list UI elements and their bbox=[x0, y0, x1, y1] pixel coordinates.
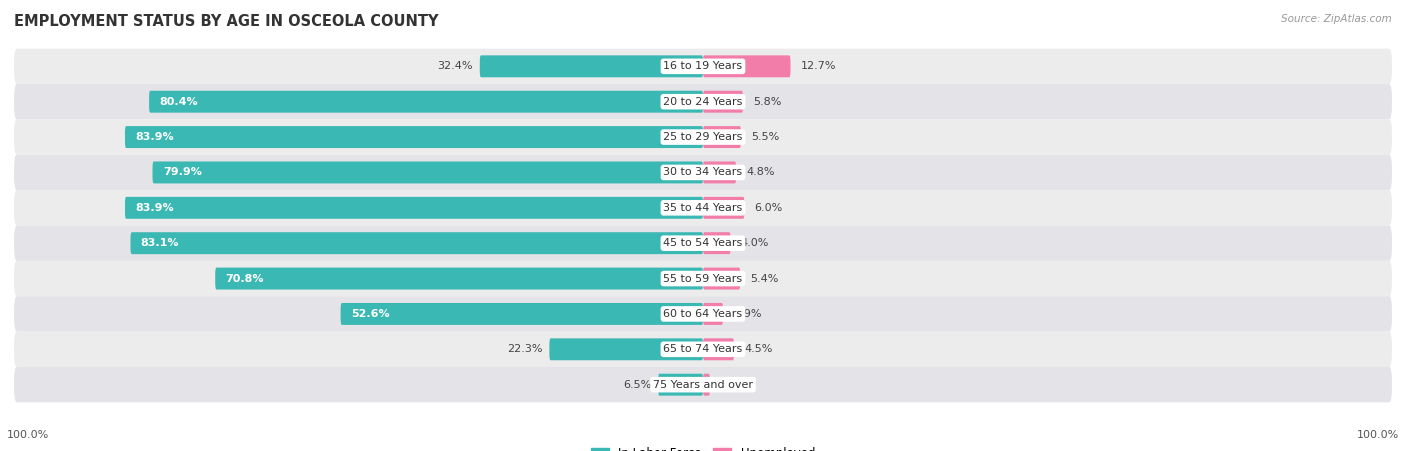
FancyBboxPatch shape bbox=[550, 338, 703, 360]
Text: 4.5%: 4.5% bbox=[744, 344, 773, 354]
Text: 75 Years and over: 75 Years and over bbox=[652, 380, 754, 390]
Text: EMPLOYMENT STATUS BY AGE IN OSCEOLA COUNTY: EMPLOYMENT STATUS BY AGE IN OSCEOLA COUN… bbox=[14, 14, 439, 28]
Text: 45 to 54 Years: 45 to 54 Years bbox=[664, 238, 742, 248]
FancyBboxPatch shape bbox=[14, 155, 1392, 190]
Text: 60 to 64 Years: 60 to 64 Years bbox=[664, 309, 742, 319]
Text: 5.4%: 5.4% bbox=[751, 274, 779, 284]
FancyBboxPatch shape bbox=[703, 374, 710, 396]
FancyBboxPatch shape bbox=[215, 267, 703, 290]
Text: 2.9%: 2.9% bbox=[734, 309, 762, 319]
FancyBboxPatch shape bbox=[14, 331, 1392, 367]
FancyBboxPatch shape bbox=[14, 190, 1392, 226]
Text: 52.6%: 52.6% bbox=[352, 309, 389, 319]
Text: 70.8%: 70.8% bbox=[225, 274, 264, 284]
FancyBboxPatch shape bbox=[125, 126, 703, 148]
Text: Source: ZipAtlas.com: Source: ZipAtlas.com bbox=[1281, 14, 1392, 23]
Text: 20 to 24 Years: 20 to 24 Years bbox=[664, 97, 742, 107]
FancyBboxPatch shape bbox=[703, 232, 731, 254]
FancyBboxPatch shape bbox=[152, 161, 703, 184]
Text: 65 to 74 Years: 65 to 74 Years bbox=[664, 344, 742, 354]
Text: 25 to 29 Years: 25 to 29 Years bbox=[664, 132, 742, 142]
Text: 83.9%: 83.9% bbox=[135, 203, 174, 213]
Legend: In Labor Force, Unemployed: In Labor Force, Unemployed bbox=[586, 442, 820, 451]
Text: 4.8%: 4.8% bbox=[747, 167, 775, 177]
Text: 5.5%: 5.5% bbox=[751, 132, 779, 142]
Text: 6.5%: 6.5% bbox=[623, 380, 651, 390]
FancyBboxPatch shape bbox=[149, 91, 703, 113]
Text: 16 to 19 Years: 16 to 19 Years bbox=[664, 61, 742, 71]
FancyBboxPatch shape bbox=[125, 197, 703, 219]
FancyBboxPatch shape bbox=[14, 84, 1392, 120]
Text: 100.0%: 100.0% bbox=[1357, 430, 1399, 440]
Text: 80.4%: 80.4% bbox=[159, 97, 198, 107]
FancyBboxPatch shape bbox=[131, 232, 703, 254]
FancyBboxPatch shape bbox=[703, 338, 734, 360]
FancyBboxPatch shape bbox=[14, 120, 1392, 155]
FancyBboxPatch shape bbox=[14, 296, 1392, 331]
FancyBboxPatch shape bbox=[703, 55, 790, 77]
FancyBboxPatch shape bbox=[703, 303, 723, 325]
FancyBboxPatch shape bbox=[703, 91, 742, 113]
Text: 30 to 34 Years: 30 to 34 Years bbox=[664, 167, 742, 177]
Text: 4.0%: 4.0% bbox=[741, 238, 769, 248]
FancyBboxPatch shape bbox=[14, 261, 1392, 296]
FancyBboxPatch shape bbox=[479, 55, 703, 77]
FancyBboxPatch shape bbox=[340, 303, 703, 325]
Text: 6.0%: 6.0% bbox=[755, 203, 783, 213]
Text: 12.7%: 12.7% bbox=[801, 61, 837, 71]
Text: 5.8%: 5.8% bbox=[754, 97, 782, 107]
FancyBboxPatch shape bbox=[703, 267, 740, 290]
Text: 83.9%: 83.9% bbox=[135, 132, 174, 142]
FancyBboxPatch shape bbox=[703, 197, 744, 219]
FancyBboxPatch shape bbox=[703, 161, 737, 184]
Text: 83.1%: 83.1% bbox=[141, 238, 180, 248]
FancyBboxPatch shape bbox=[703, 126, 741, 148]
FancyBboxPatch shape bbox=[14, 226, 1392, 261]
Text: 100.0%: 100.0% bbox=[7, 430, 49, 440]
FancyBboxPatch shape bbox=[14, 49, 1392, 84]
Text: 55 to 59 Years: 55 to 59 Years bbox=[664, 274, 742, 284]
Text: 32.4%: 32.4% bbox=[437, 61, 472, 71]
FancyBboxPatch shape bbox=[658, 374, 703, 396]
Text: 22.3%: 22.3% bbox=[508, 344, 543, 354]
Text: 79.9%: 79.9% bbox=[163, 167, 201, 177]
FancyBboxPatch shape bbox=[14, 367, 1392, 402]
Text: 35 to 44 Years: 35 to 44 Years bbox=[664, 203, 742, 213]
Text: 1.0%: 1.0% bbox=[720, 380, 748, 390]
